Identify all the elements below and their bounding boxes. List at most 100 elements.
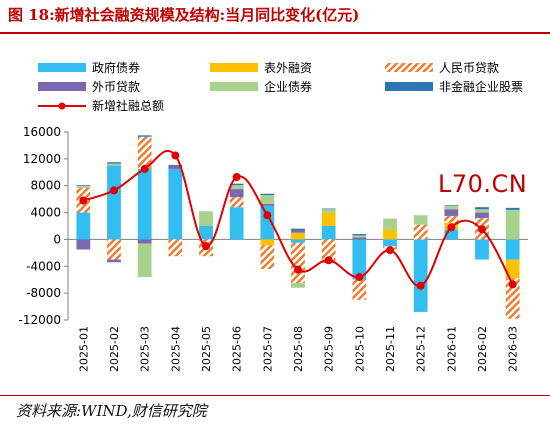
bar-segment bbox=[383, 229, 397, 240]
legend-swatch bbox=[385, 82, 433, 91]
bar-segment bbox=[229, 185, 244, 190]
bar-segment bbox=[475, 207, 489, 210]
total-line-point bbox=[294, 265, 302, 274]
bar-segment bbox=[444, 205, 459, 206]
bar-segment bbox=[444, 215, 459, 223]
x-tick-label: 2025-06 bbox=[231, 326, 244, 372]
chart-title: 图 18:新增社会融资规模及结构:当月同比变化(亿元) bbox=[8, 6, 360, 24]
bar-segment bbox=[168, 165, 183, 169]
legend-label: 表外融资 bbox=[264, 61, 312, 75]
bar-segment bbox=[505, 209, 520, 240]
bar-segment bbox=[291, 228, 305, 231]
x-tick-label: 2025-04 bbox=[169, 326, 182, 372]
bar-segment bbox=[107, 162, 121, 164]
total-line-path bbox=[83, 149, 514, 287]
bar-segment bbox=[229, 189, 244, 198]
x-tick-label: 2025-11 bbox=[384, 326, 397, 372]
y-tick-label: 0 bbox=[53, 232, 61, 246]
total-line-point bbox=[447, 223, 456, 232]
title-divider bbox=[0, 32, 550, 34]
bar-layer bbox=[76, 135, 520, 319]
total-line-point bbox=[508, 280, 517, 289]
bar-segment bbox=[137, 239, 152, 244]
bar-segment bbox=[413, 215, 428, 225]
total-line-point bbox=[232, 172, 241, 181]
x-tick-label: 2025-12 bbox=[415, 326, 428, 372]
bar-segment bbox=[352, 237, 367, 240]
bar-segment bbox=[383, 218, 397, 230]
bar-segment bbox=[352, 235, 367, 238]
total-line-point bbox=[324, 256, 333, 265]
bar-segment bbox=[352, 234, 367, 236]
bar-segment bbox=[444, 209, 459, 216]
bar-segment bbox=[291, 239, 305, 243]
bar-segment bbox=[383, 239, 397, 247]
y-tick-label: -12000 bbox=[18, 313, 61, 327]
bar-segment bbox=[199, 226, 213, 240]
legend-swatch bbox=[38, 82, 86, 91]
bar-segment bbox=[107, 163, 121, 166]
y-tick-label: 4000 bbox=[30, 206, 61, 220]
y-tick-label: 8000 bbox=[30, 179, 61, 193]
bar-segment bbox=[321, 212, 336, 226]
y-tick-label: 16000 bbox=[23, 125, 61, 139]
bar-segment bbox=[107, 165, 121, 240]
legend-label: 非金融企业股票 bbox=[439, 79, 523, 94]
bar-segment bbox=[444, 205, 459, 210]
x-tick-label: 2025-03 bbox=[139, 326, 152, 372]
total-line-point bbox=[416, 281, 425, 290]
bar-segment bbox=[352, 239, 367, 280]
x-tick-label: 2026-03 bbox=[507, 326, 520, 372]
x-tick-label: 2025-01 bbox=[77, 326, 90, 372]
bar-segment bbox=[291, 232, 305, 240]
bar-segment bbox=[505, 239, 520, 260]
bar-segment bbox=[352, 279, 367, 300]
source-note: 资料来源:WIND,财信研究院 bbox=[16, 402, 207, 420]
source-divider bbox=[0, 395, 550, 396]
bar-segment bbox=[76, 185, 91, 186]
bar-segment bbox=[137, 243, 152, 278]
bar-segment bbox=[444, 229, 459, 240]
line-layer bbox=[79, 149, 517, 290]
x-tick-label: 2025-02 bbox=[108, 326, 121, 372]
legend-label: 企业债券 bbox=[264, 79, 312, 94]
bar-segment bbox=[321, 208, 336, 210]
bar-segment bbox=[76, 185, 91, 188]
total-line-point bbox=[79, 196, 88, 205]
bar-segment bbox=[168, 164, 183, 166]
y-tick-label: -4000 bbox=[26, 259, 61, 273]
legend-label: 政府债券 bbox=[92, 60, 140, 75]
bar-segment bbox=[229, 183, 244, 186]
bar-segment bbox=[260, 203, 275, 206]
bar-segment bbox=[168, 168, 183, 240]
total-line-point bbox=[355, 273, 364, 282]
bar-segment bbox=[475, 212, 489, 218]
total-line-point bbox=[263, 211, 272, 220]
x-tick-label: 2025-09 bbox=[323, 326, 336, 372]
total-line-point bbox=[140, 164, 149, 173]
bar-segment bbox=[321, 239, 336, 263]
bar-segment bbox=[137, 135, 152, 137]
x-tick-label: 2025-08 bbox=[292, 326, 305, 372]
bar-segment bbox=[229, 207, 244, 240]
bar-segment bbox=[76, 212, 91, 240]
x-tick-label: 2026-02 bbox=[476, 326, 489, 372]
legend-swatch bbox=[38, 63, 86, 72]
bar-segment bbox=[321, 209, 336, 213]
bar-segment bbox=[199, 211, 213, 226]
total-line-point bbox=[478, 225, 486, 234]
total-line-point bbox=[110, 186, 118, 195]
legend-label: 新增社融总额 bbox=[92, 98, 164, 113]
bar-segment bbox=[260, 239, 275, 246]
bar-segment bbox=[137, 168, 152, 240]
x-tick-label: 2025-10 bbox=[353, 326, 366, 372]
bar-segment bbox=[260, 245, 275, 269]
legend-swatch bbox=[210, 82, 258, 91]
bar-segment bbox=[291, 242, 305, 284]
bar-segment bbox=[505, 278, 520, 319]
x-tick-label: 2025-05 bbox=[200, 326, 213, 372]
total-line-point bbox=[386, 246, 394, 255]
